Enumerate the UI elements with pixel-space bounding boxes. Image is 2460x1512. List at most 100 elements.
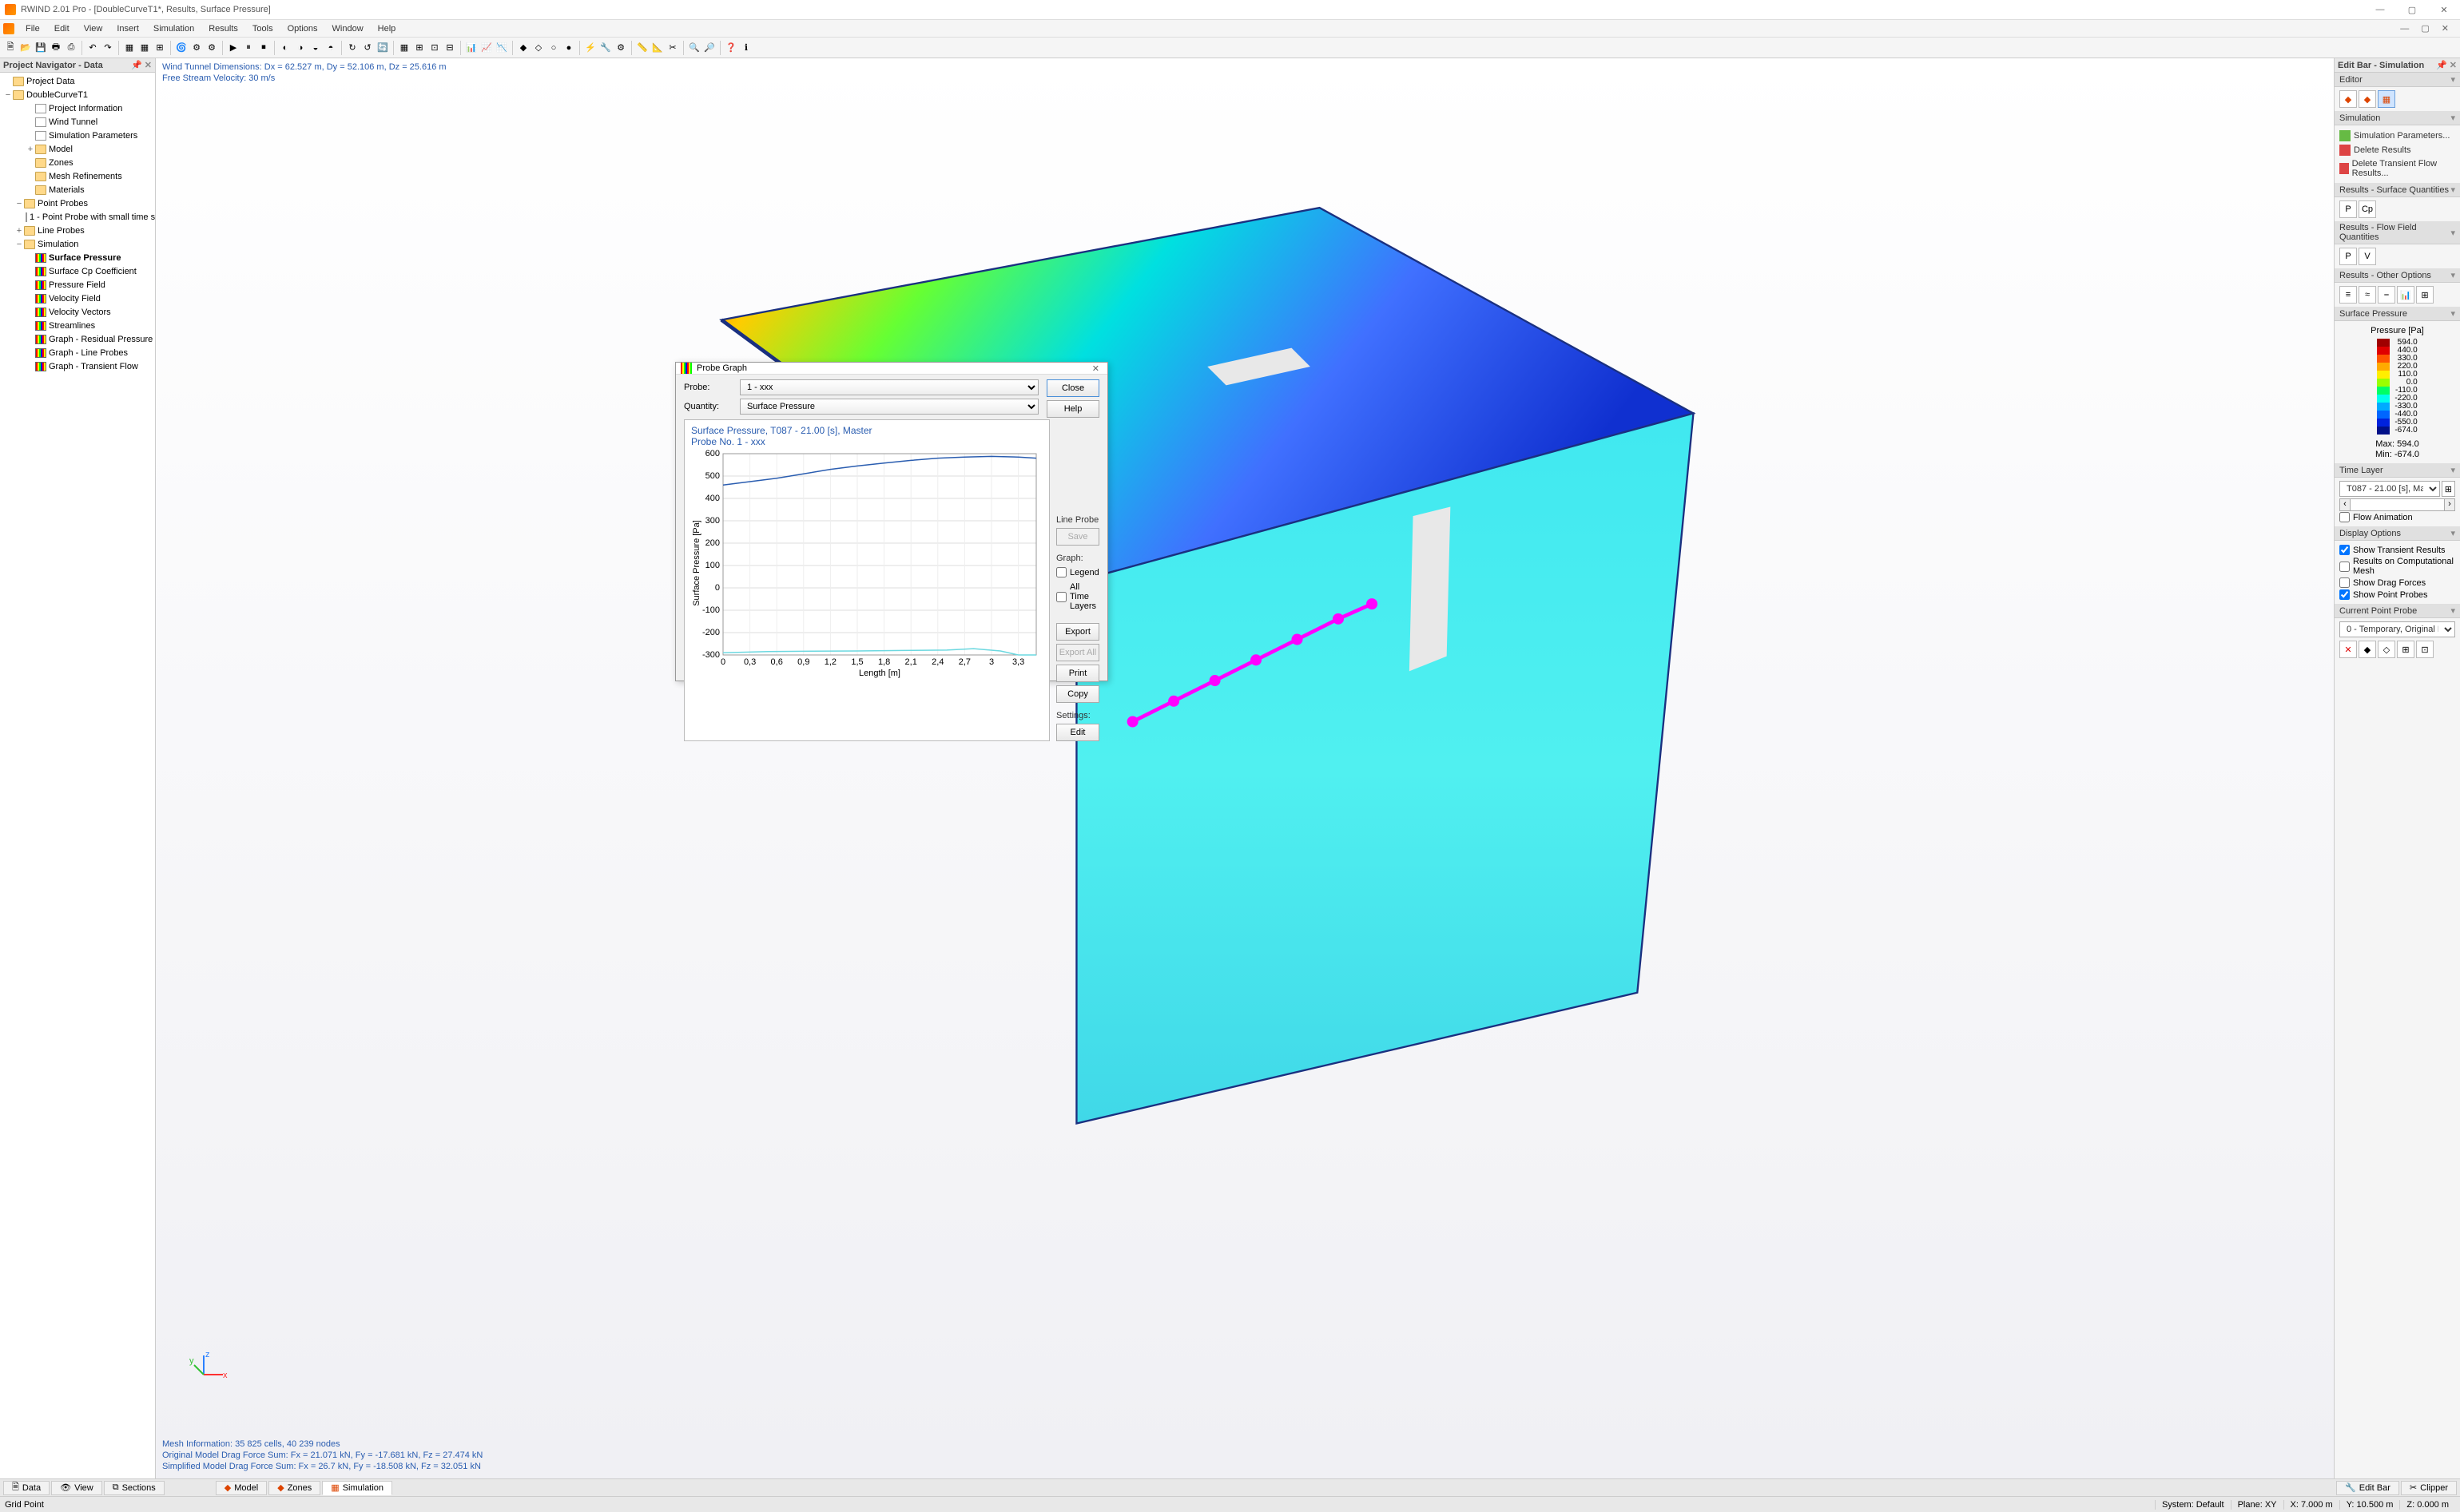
- cpp-btn-5[interactable]: ⊡: [2416, 641, 2434, 658]
- toolbar-button[interactable]: ▶: [226, 41, 240, 55]
- flow-p-button[interactable]: P: [2339, 248, 2357, 265]
- tree-node[interactable]: Simulation Parameters: [0, 129, 155, 142]
- tab-edit-bar[interactable]: 🔧Edit Bar: [2336, 1481, 2399, 1495]
- toolbar-button[interactable]: ⊡: [427, 41, 442, 55]
- toolbar-button[interactable]: ⚙: [205, 41, 219, 55]
- tree-node[interactable]: Project Data: [0, 74, 155, 88]
- cpp-btn-2[interactable]: ◆: [2359, 641, 2376, 658]
- display-option-checkbox[interactable]: Results on Computational Mesh: [2339, 556, 2455, 577]
- simulation-section[interactable]: Simulation▾: [2335, 111, 2460, 125]
- tree-node[interactable]: Streamlines: [0, 319, 155, 332]
- toolbar-button[interactable]: ◑: [293, 41, 308, 55]
- probe-select[interactable]: 1 - xxx: [740, 379, 1039, 395]
- print-button[interactable]: Print: [1056, 665, 1099, 682]
- menu-tools[interactable]: Tools: [246, 22, 280, 35]
- toolbar-button[interactable]: ❓: [724, 41, 738, 55]
- display-option-checkbox[interactable]: Show Transient Results: [2339, 544, 2455, 556]
- tab-zones[interactable]: ◆Zones: [268, 1481, 320, 1495]
- surf-p-button[interactable]: P: [2339, 200, 2357, 218]
- tab-view[interactable]: 👁View: [51, 1481, 102, 1495]
- tree-node[interactable]: Project Information: [0, 101, 155, 115]
- axis-gizmo[interactable]: z x y: [188, 1351, 228, 1391]
- toolbar-button[interactable]: 💾: [34, 41, 48, 55]
- point-probe-select[interactable]: 0 - Temporary, Original Model: [2339, 621, 2455, 637]
- tree-node[interactable]: Surface Cp Coefficient: [0, 264, 155, 278]
- edit-button[interactable]: Edit: [1056, 724, 1099, 741]
- toolbar-button[interactable]: ◆: [516, 41, 531, 55]
- cpp-btn-3[interactable]: ◇: [2378, 641, 2395, 658]
- editor-btn-1[interactable]: ◆: [2339, 90, 2357, 108]
- toolbar-button[interactable]: ⊟: [443, 41, 457, 55]
- delete-results-link[interactable]: Delete Results: [2339, 143, 2455, 157]
- toolbar-button[interactable]: ⚙: [614, 41, 628, 55]
- menu-insert[interactable]: Insert: [110, 22, 145, 35]
- close-button[interactable]: Close: [1047, 379, 1099, 397]
- toolbar-button[interactable]: ▦: [122, 41, 137, 55]
- other-btn-3[interactable]: ⎯: [2378, 286, 2395, 304]
- toolbar-button[interactable]: ◓: [324, 41, 338, 55]
- surf-cp-button[interactable]: Cp: [2359, 200, 2376, 218]
- toolbar-button[interactable]: 📏: [635, 41, 650, 55]
- tree-node[interactable]: Pressure Field: [0, 278, 155, 292]
- delete-transient-link[interactable]: Delete Transient Flow Results...: [2339, 157, 2455, 180]
- toolbar-button[interactable]: ▦: [397, 41, 411, 55]
- tab-sections[interactable]: ⧉Sections: [104, 1481, 165, 1495]
- probe-graph-dialog[interactable]: Probe Graph ✕ Probe: 1 - xxx Quantity: S…: [675, 362, 1108, 681]
- display-option-checkbox[interactable]: Show Drag Forces: [2339, 577, 2455, 589]
- tree-node[interactable]: −DoubleCurveT1: [0, 88, 155, 101]
- help-button[interactable]: Help: [1047, 400, 1099, 418]
- tree-node[interactable]: +Model: [0, 142, 155, 156]
- tab-model[interactable]: ◆Model: [216, 1481, 267, 1495]
- dialog-close-button[interactable]: ✕: [1089, 363, 1103, 374]
- project-tree[interactable]: Project Data−DoubleCurveT1Project Inform…: [0, 73, 155, 1478]
- cpp-btn-1[interactable]: ✕: [2339, 641, 2357, 658]
- tree-node[interactable]: Velocity Field: [0, 292, 155, 305]
- tree-node[interactable]: −Simulation: [0, 237, 155, 251]
- tree-node[interactable]: +Line Probes: [0, 224, 155, 237]
- tree-node[interactable]: Mesh Refinements: [0, 169, 155, 183]
- sim-params-link[interactable]: Simulation Parameters...: [2339, 129, 2455, 143]
- maximize-button[interactable]: ▢: [2396, 5, 2428, 15]
- time-layer-section[interactable]: Time Layer▾: [2335, 463, 2460, 478]
- pin-icon[interactable]: 📌 ✕: [2436, 60, 2457, 70]
- results-flow-section[interactable]: Results - Flow Field Quantities▾: [2335, 221, 2460, 244]
- toolbar-button[interactable]: 📊: [464, 41, 479, 55]
- toolbar-button[interactable]: 🔄: [376, 41, 390, 55]
- toolbar-button[interactable]: 🖶: [49, 41, 63, 55]
- surface-pressure-section[interactable]: Surface Pressure▾: [2335, 307, 2460, 321]
- tree-node[interactable]: 1 - Point Probe with small time step: [0, 210, 155, 224]
- pin-icon[interactable]: 📌 ✕: [131, 60, 152, 70]
- toolbar-button[interactable]: 🔍: [687, 41, 701, 55]
- toolbar-button[interactable]: ⎙: [64, 41, 78, 55]
- cpp-btn-4[interactable]: ⊞: [2397, 641, 2414, 658]
- menu-window[interactable]: Window: [326, 22, 370, 35]
- flow-animation-checkbox[interactable]: Flow Animation: [2339, 511, 2455, 523]
- other-btn-1[interactable]: ≡: [2339, 286, 2357, 304]
- toolbar-button[interactable]: 📂: [18, 41, 33, 55]
- tree-node[interactable]: Wind Tunnel: [0, 115, 155, 129]
- other-btn-4[interactable]: 📊: [2397, 286, 2414, 304]
- toolbar-button[interactable]: ⏸: [241, 41, 256, 55]
- toolbar-button[interactable]: 📈: [479, 41, 494, 55]
- time-layer-select[interactable]: T087 - 21.00 [s], Master: [2339, 481, 2440, 497]
- tree-node[interactable]: Graph - Line Probes: [0, 346, 155, 359]
- tab-clipper[interactable]: ✂Clipper: [2401, 1481, 2457, 1495]
- mdi-buttons[interactable]: — ▢ ✕: [2400, 23, 2460, 34]
- menu-help[interactable]: Help: [372, 22, 403, 35]
- tree-node[interactable]: Velocity Vectors: [0, 305, 155, 319]
- toolbar-button[interactable]: 🗎: [3, 41, 18, 55]
- toolbar-button[interactable]: ↺: [360, 41, 375, 55]
- menu-file[interactable]: File: [19, 22, 46, 35]
- toolbar-button[interactable]: 📉: [495, 41, 509, 55]
- dialog-titlebar[interactable]: Probe Graph ✕: [676, 363, 1107, 375]
- toolbar-button[interactable]: ▦: [137, 41, 152, 55]
- editor-btn-2[interactable]: ◆: [2359, 90, 2376, 108]
- toolbar-button[interactable]: 🌀: [174, 41, 189, 55]
- editor-btn-3[interactable]: ▦: [2378, 90, 2395, 108]
- toolbar-button[interactable]: ●: [562, 41, 576, 55]
- flow-v-button[interactable]: V: [2359, 248, 2376, 265]
- toolbar-button[interactable]: ↻: [345, 41, 360, 55]
- other-btn-2[interactable]: ≈: [2359, 286, 2376, 304]
- tree-node[interactable]: Graph - Residual Pressure: [0, 332, 155, 346]
- tab-simulation[interactable]: ▦Simulation: [322, 1481, 392, 1495]
